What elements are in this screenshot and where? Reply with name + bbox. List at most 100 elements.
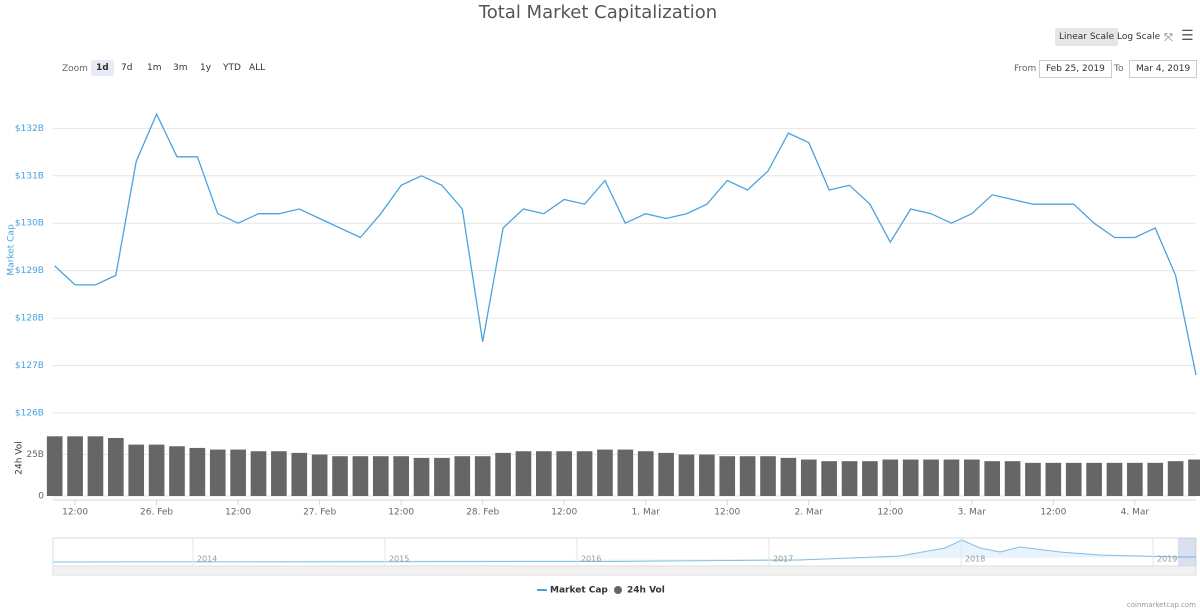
volume-bar — [984, 461, 1001, 496]
volume-bar — [352, 456, 369, 496]
navigator-year: 2018 — [965, 555, 985, 564]
volume-bar — [271, 451, 287, 496]
legend-symbol — [614, 586, 622, 594]
zoom-button[interactable]: 1y — [200, 63, 212, 73]
volume-bar — [372, 456, 389, 496]
x-tick-label: 12:00 — [1040, 508, 1066, 518]
volume-bar — [637, 451, 654, 496]
legend-label: Market Cap — [550, 586, 608, 596]
to-label: To — [1114, 64, 1124, 74]
volume-bar — [454, 456, 471, 496]
volume-bar — [1127, 462, 1143, 496]
volume-bar — [434, 457, 450, 496]
y2-tick-label: 0 — [38, 492, 44, 502]
navigator-selection[interactable] — [1178, 538, 1196, 566]
volume-bar — [230, 449, 246, 496]
from-input[interactable]: Feb 25, 2019 — [1039, 60, 1112, 78]
scrollbar[interactable] — [52, 565, 1197, 576]
volume-bar — [800, 459, 817, 496]
volume-bar — [1147, 462, 1164, 496]
volume-bar — [780, 457, 797, 496]
navigator-year: 2015 — [389, 555, 409, 564]
x-tick-label: 12:00 — [551, 508, 577, 518]
volume-bar — [1086, 462, 1102, 496]
volume-bar — [841, 461, 858, 496]
x-tick-label: 12:00 — [62, 508, 88, 518]
volume-bar — [250, 451, 267, 496]
volume-bar — [862, 461, 878, 496]
navigator-year: 2019 — [1157, 555, 1177, 564]
legend-label: 24h Vol — [627, 586, 665, 596]
volume-bar — [943, 459, 960, 496]
navigator-year: 2016 — [581, 555, 601, 564]
scale-button[interactable]: Log Scale — [1117, 32, 1161, 42]
x-tick-label: 3. Mar — [958, 508, 987, 518]
volume-bar — [617, 449, 634, 496]
from-label: From — [1014, 64, 1037, 74]
x-tick-label: 27. Feb — [303, 508, 336, 518]
volume-bar — [902, 459, 919, 496]
legend-item[interactable]: Market Cap — [537, 586, 608, 596]
chart-title: Total Market Capitalization — [478, 2, 717, 23]
x-tick-label: 12:00 — [714, 508, 740, 518]
volume-bar — [739, 456, 756, 496]
scale-button[interactable]: Linear Scale — [1055, 28, 1119, 46]
volume-bar — [536, 451, 552, 496]
navigator-year: 2014 — [197, 555, 217, 564]
y2-tick-label: 25B — [26, 450, 44, 460]
volume-bar — [413, 457, 430, 496]
x-tick-label: 1. Mar — [632, 508, 661, 518]
volume-bar — [1188, 459, 1200, 496]
volume-bar — [1106, 462, 1123, 496]
volume-bar — [923, 459, 939, 496]
y-tick-label: $132B — [15, 124, 44, 134]
volume-bar — [332, 456, 348, 496]
volume-bar — [597, 449, 613, 496]
y2-axis-title: 24h Vol — [15, 441, 25, 474]
y-tick-label: $128B — [15, 314, 44, 324]
volume-bar — [658, 452, 674, 496]
y-tick-label: $127B — [15, 361, 44, 371]
volume-bar — [495, 452, 511, 496]
volume-bar — [1045, 462, 1062, 496]
zoom-button[interactable]: 7d — [121, 63, 133, 73]
volume-bar — [291, 452, 308, 496]
volume-bar — [1065, 462, 1082, 496]
legend-item[interactable]: 24h Vol — [614, 586, 665, 596]
x-tick-label: 26. Feb — [140, 508, 173, 518]
menu-icon[interactable]: ☰ — [1181, 28, 1194, 44]
volume-bar — [576, 451, 593, 496]
volume-bar — [148, 444, 165, 496]
zoom-button[interactable]: 1m — [147, 63, 162, 73]
volume-bar — [515, 451, 532, 496]
to-input[interactable]: Mar 4, 2019 — [1129, 60, 1198, 78]
volume-bar — [108, 437, 124, 496]
volume-bar — [189, 447, 206, 496]
x-tick-label: 12:00 — [877, 508, 903, 518]
y-tick-label: $130B — [15, 219, 44, 229]
volume-bar — [882, 459, 899, 496]
zoom-button[interactable]: 3m — [173, 63, 188, 73]
zoom-label: Zoom — [62, 64, 88, 74]
y-tick-label: $129B — [15, 266, 44, 276]
zoom-button[interactable]: ALL — [249, 63, 266, 73]
volume-bar — [474, 456, 491, 496]
credit: coinmarketcap.com — [1127, 601, 1196, 609]
zoom-button[interactable]: YTD — [223, 63, 241, 73]
zoom-button[interactable]: 1d — [91, 60, 114, 76]
volume-bar — [760, 456, 776, 496]
x-tick-label: 4. Mar — [1121, 508, 1150, 518]
y-tick-label: $131B — [15, 171, 44, 181]
volume-bar — [678, 454, 695, 496]
volume-bar — [556, 451, 573, 496]
volume-bar — [87, 436, 104, 496]
y-tick-label: $126B — [15, 409, 44, 419]
volume-bar — [1167, 461, 1184, 496]
volume-bar — [699, 454, 715, 496]
volume-bar — [67, 436, 83, 496]
y-axis-title: Market Cap — [7, 224, 17, 276]
volume-bar — [128, 444, 145, 496]
fullscreen-icon[interactable]: ⤧ — [1164, 31, 1173, 44]
volume-bar — [1004, 461, 1021, 496]
